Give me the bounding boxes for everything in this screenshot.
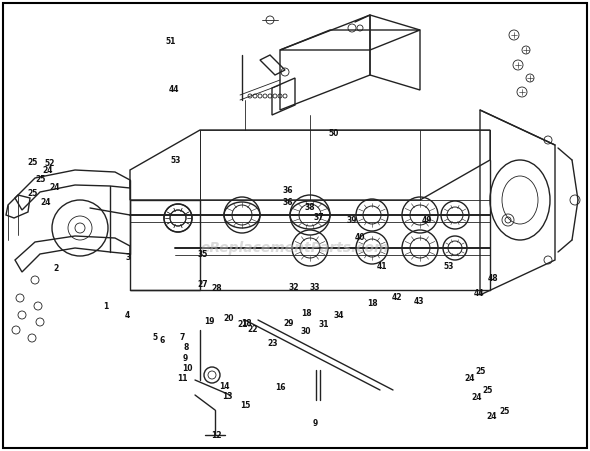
Text: 44: 44	[168, 85, 179, 94]
Text: 16: 16	[276, 383, 286, 392]
Text: 50: 50	[328, 129, 339, 138]
Text: 37: 37	[313, 213, 324, 222]
Text: 20: 20	[224, 314, 234, 323]
Text: 25: 25	[35, 175, 45, 184]
Text: 44: 44	[474, 289, 484, 298]
Text: 23: 23	[267, 339, 278, 348]
Text: 43: 43	[414, 297, 424, 306]
Text: 28: 28	[212, 284, 222, 293]
Text: 6: 6	[160, 336, 165, 345]
Text: eReplacementParts.com: eReplacementParts.com	[201, 241, 389, 255]
Text: 33: 33	[310, 283, 320, 292]
Text: 11: 11	[178, 374, 188, 383]
Text: 29: 29	[284, 319, 294, 328]
Text: 21: 21	[238, 320, 248, 329]
Text: 24: 24	[42, 166, 53, 175]
Text: 8: 8	[183, 343, 189, 352]
Text: 10: 10	[182, 364, 193, 373]
Text: 52: 52	[44, 159, 55, 168]
Text: 48: 48	[487, 274, 498, 283]
Text: 53: 53	[171, 156, 181, 165]
Text: 13: 13	[222, 392, 232, 401]
Text: 25: 25	[482, 386, 493, 395]
Text: 42: 42	[391, 293, 402, 302]
Text: 27: 27	[198, 280, 208, 289]
Text: 15: 15	[240, 401, 250, 410]
Text: 2: 2	[54, 264, 58, 273]
Text: 35: 35	[198, 250, 208, 259]
Text: 18: 18	[301, 309, 312, 318]
Text: 34: 34	[334, 311, 345, 320]
Text: 31: 31	[318, 320, 329, 329]
Text: 49: 49	[422, 216, 432, 226]
Text: 7: 7	[179, 333, 185, 342]
Text: 18: 18	[241, 319, 252, 328]
Text: 1: 1	[104, 302, 109, 311]
Text: 51: 51	[166, 37, 176, 46]
Text: 24: 24	[41, 198, 51, 207]
Text: 41: 41	[377, 262, 388, 271]
Text: 36: 36	[283, 198, 293, 207]
Text: 39: 39	[346, 216, 357, 226]
Text: 9: 9	[313, 419, 318, 428]
Text: 22: 22	[247, 325, 258, 334]
Text: 32: 32	[289, 283, 299, 292]
Text: 36: 36	[283, 186, 293, 195]
Text: 5: 5	[152, 333, 157, 342]
Text: 9: 9	[183, 354, 188, 363]
Text: 18: 18	[368, 299, 378, 308]
Text: 38: 38	[304, 203, 315, 212]
Text: 30: 30	[300, 327, 311, 336]
Text: 25: 25	[28, 189, 38, 198]
Text: 12: 12	[211, 431, 221, 440]
Text: 24: 24	[487, 412, 497, 421]
Text: 19: 19	[204, 317, 215, 326]
Text: 25: 25	[476, 367, 486, 376]
Text: 24: 24	[49, 183, 60, 192]
Text: 53: 53	[443, 262, 454, 271]
Text: 40: 40	[355, 233, 365, 242]
Text: 3: 3	[126, 253, 131, 262]
Text: 25: 25	[28, 158, 38, 167]
Text: 24: 24	[464, 374, 475, 383]
Text: 24: 24	[471, 393, 482, 402]
Text: 14: 14	[219, 382, 230, 391]
Text: 25: 25	[500, 407, 510, 416]
Text: 4: 4	[124, 311, 129, 320]
